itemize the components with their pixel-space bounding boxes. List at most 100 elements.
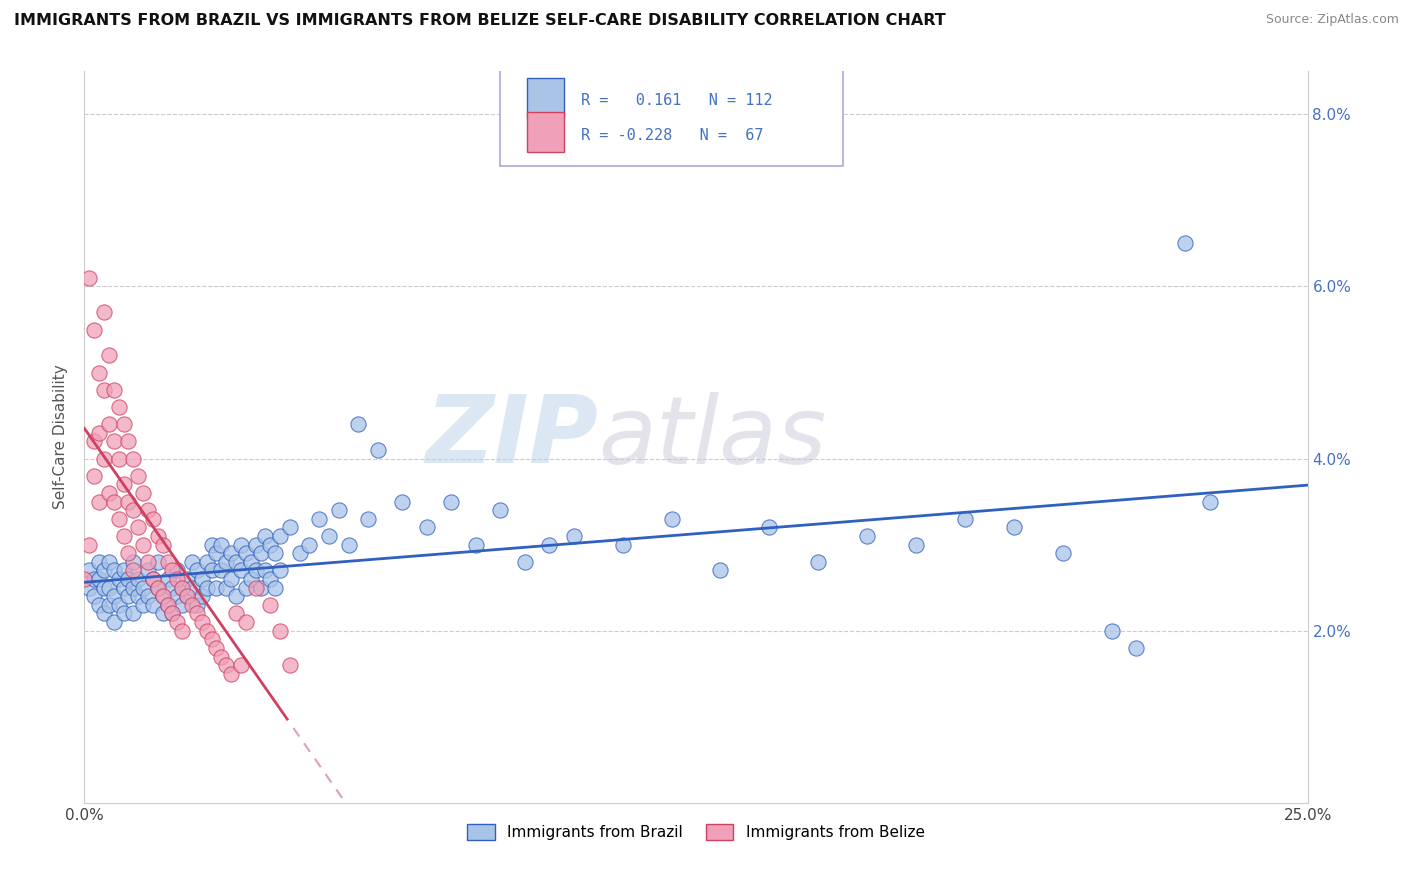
Point bbox=[172, 581, 194, 595]
Text: R =   0.161   N = 112: R = 0.161 N = 112 bbox=[581, 93, 773, 108]
Point bbox=[205, 581, 228, 595]
Point bbox=[162, 564, 184, 578]
Point bbox=[103, 615, 125, 629]
Point bbox=[93, 383, 115, 397]
Point bbox=[489, 503, 512, 517]
Point bbox=[186, 564, 208, 578]
Point bbox=[245, 564, 267, 578]
Point bbox=[112, 564, 135, 578]
Point bbox=[93, 581, 115, 595]
FancyBboxPatch shape bbox=[501, 68, 842, 167]
Point bbox=[538, 538, 561, 552]
Point bbox=[87, 572, 110, 586]
Point bbox=[416, 520, 439, 534]
Point bbox=[172, 581, 194, 595]
Point bbox=[117, 546, 139, 560]
Point bbox=[661, 512, 683, 526]
Point bbox=[122, 503, 145, 517]
Point bbox=[264, 546, 287, 560]
Point bbox=[172, 598, 194, 612]
Point bbox=[122, 451, 145, 466]
Point bbox=[127, 520, 149, 534]
Point bbox=[200, 538, 222, 552]
Point bbox=[562, 529, 585, 543]
Point bbox=[229, 658, 252, 673]
Point bbox=[107, 451, 129, 466]
Point bbox=[97, 598, 120, 612]
Point bbox=[200, 632, 222, 647]
Point bbox=[337, 538, 360, 552]
Point bbox=[97, 417, 120, 432]
Point bbox=[259, 572, 281, 586]
Point bbox=[112, 581, 135, 595]
Point bbox=[357, 512, 380, 526]
Point bbox=[166, 564, 188, 578]
Point bbox=[152, 589, 174, 603]
Point bbox=[122, 555, 145, 569]
Point bbox=[152, 607, 174, 621]
Point bbox=[215, 555, 238, 569]
Point bbox=[176, 572, 198, 586]
Point bbox=[103, 434, 125, 449]
Point bbox=[136, 589, 159, 603]
Point bbox=[132, 581, 155, 595]
Point bbox=[278, 520, 301, 534]
FancyBboxPatch shape bbox=[527, 78, 564, 118]
Point bbox=[235, 581, 257, 595]
Point bbox=[1101, 624, 1123, 638]
Point bbox=[107, 572, 129, 586]
Point bbox=[83, 434, 105, 449]
Point bbox=[136, 503, 159, 517]
Point bbox=[225, 555, 247, 569]
Point bbox=[77, 538, 100, 552]
Point bbox=[219, 666, 242, 681]
Point bbox=[103, 383, 125, 397]
Point bbox=[195, 555, 218, 569]
Point bbox=[239, 555, 262, 569]
Point bbox=[93, 305, 115, 319]
Point bbox=[186, 607, 208, 621]
Point bbox=[172, 624, 194, 638]
Point bbox=[328, 503, 350, 517]
Text: Source: ZipAtlas.com: Source: ZipAtlas.com bbox=[1265, 13, 1399, 27]
Y-axis label: Self-Care Disability: Self-Care Disability bbox=[53, 365, 69, 509]
Point bbox=[709, 564, 731, 578]
Text: atlas: atlas bbox=[598, 392, 827, 483]
Point bbox=[83, 572, 105, 586]
Point bbox=[142, 512, 165, 526]
Point bbox=[235, 615, 257, 629]
Point bbox=[122, 564, 145, 578]
Point bbox=[464, 538, 486, 552]
Point bbox=[83, 322, 105, 336]
Point bbox=[146, 529, 169, 543]
Point bbox=[254, 564, 277, 578]
Point bbox=[195, 624, 218, 638]
Point bbox=[142, 598, 165, 612]
Point bbox=[166, 589, 188, 603]
Point bbox=[239, 572, 262, 586]
Point bbox=[209, 538, 232, 552]
Point bbox=[347, 417, 370, 432]
Point bbox=[146, 581, 169, 595]
Point bbox=[107, 512, 129, 526]
Point bbox=[1174, 236, 1197, 251]
Point bbox=[152, 589, 174, 603]
Point bbox=[117, 494, 139, 508]
Point bbox=[176, 589, 198, 603]
Point bbox=[87, 366, 110, 380]
Point bbox=[245, 538, 267, 552]
Point bbox=[205, 546, 228, 560]
Point bbox=[612, 538, 634, 552]
Point bbox=[97, 555, 120, 569]
Point bbox=[142, 572, 165, 586]
Point bbox=[77, 564, 100, 578]
Text: ZIP: ZIP bbox=[425, 391, 598, 483]
Point bbox=[107, 598, 129, 612]
Point bbox=[162, 607, 184, 621]
Point bbox=[229, 538, 252, 552]
Point bbox=[93, 564, 115, 578]
Point bbox=[513, 555, 536, 569]
Text: R = -0.228   N =  67: R = -0.228 N = 67 bbox=[581, 128, 763, 144]
Point bbox=[254, 529, 277, 543]
Point bbox=[1052, 546, 1074, 560]
